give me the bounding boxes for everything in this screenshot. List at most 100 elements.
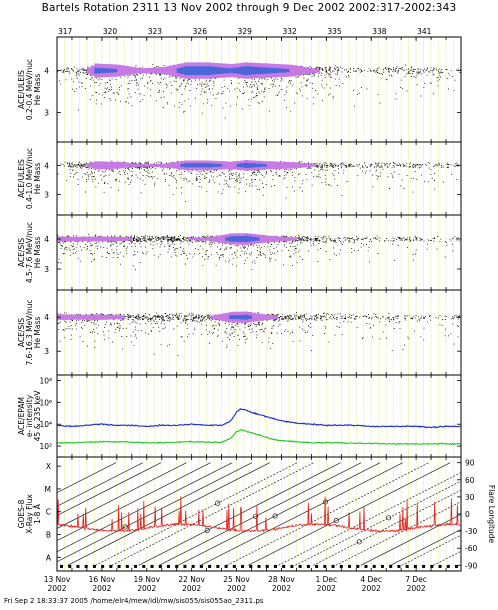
flare-baseline-marker (273, 564, 277, 568)
flare-baseline-marker (166, 564, 170, 568)
flare-longitude-line (111, 462, 314, 566)
flare-baseline-marker (59, 564, 63, 568)
flare-baseline-marker (356, 564, 360, 568)
flare-longitude-line (57, 462, 253, 563)
flare-baseline-marker (315, 564, 319, 568)
flare-baseline-marker (232, 564, 236, 568)
bartels-tick-label: 341 (417, 27, 432, 36)
density-band (57, 233, 297, 245)
flare-baseline-marker (265, 564, 269, 568)
flare-baseline-marker (109, 564, 113, 568)
flare-baseline-marker (339, 564, 343, 568)
flare-baseline-marker (413, 564, 417, 568)
flare-baseline-marker (380, 564, 384, 568)
flare-baseline-marker (405, 564, 409, 568)
right-tick-label: 90 (465, 459, 475, 468)
flare-baseline-marker (158, 564, 162, 568)
flare-baseline-marker (76, 564, 80, 568)
y-axis-label: ACE/SIS (17, 238, 26, 267)
flare-longitude-line (278, 472, 461, 566)
flare-marker (356, 539, 362, 545)
bartels-tick-label: 323 (148, 27, 163, 36)
flare-baseline-marker (249, 564, 253, 568)
right-tick-label: -60 (465, 544, 477, 553)
flare-baseline-marker (348, 564, 352, 568)
y-tick-label: 4 (44, 313, 49, 322)
y-tick-label: C (46, 508, 51, 517)
y-axis-label: 0.4-1.0 MeV/nuc (25, 148, 34, 209)
epam-series-line (57, 408, 461, 429)
y-axis-label: e- intensity (25, 394, 34, 437)
density-core (180, 162, 267, 168)
flare-baseline-marker (68, 564, 72, 568)
y-tick-label: 4 (44, 235, 49, 244)
y-axis-label: He Mass (33, 237, 42, 269)
y-axis-label: GOES-8 (17, 499, 26, 528)
right-tick-label: 30 (465, 493, 475, 502)
flare-marker (253, 513, 259, 519)
flare-marker (215, 500, 221, 506)
flare-baseline-marker (257, 564, 261, 568)
bartels-tick-label: 332 (282, 27, 297, 36)
density-core (94, 66, 290, 75)
date-tick-label: 4 Dec (360, 575, 382, 584)
flare-baseline-marker (191, 564, 195, 568)
y-tick-label: 4 (44, 161, 49, 170)
density-band (57, 311, 279, 323)
y-tick-label: B (46, 531, 51, 540)
flare-baseline-marker (84, 564, 88, 568)
flare-baseline-marker (372, 564, 376, 568)
flare-longitude-line (295, 480, 461, 566)
flare-longitude-line (159, 462, 362, 566)
flare-marker (204, 527, 210, 533)
flare-baseline-marker (331, 564, 335, 568)
flare-longitude-line (312, 489, 461, 566)
frame-layer (56, 36, 462, 572)
density-core (229, 314, 252, 320)
date-tick-label: 7 Dec (405, 575, 427, 584)
day-grid-layer (64, 37, 454, 571)
date-tick-label: 1 Dec (315, 575, 337, 584)
y-tick-label: 3 (44, 191, 49, 200)
flare-baseline-marker (216, 564, 220, 568)
flare-baseline-marker (208, 564, 212, 568)
flare-baseline-marker (298, 564, 302, 568)
flare-baseline-marker (224, 564, 228, 568)
y-tick-label: 3 (44, 265, 49, 274)
bartels-tick-label: 320 (103, 27, 118, 36)
flare-longitude-line (57, 462, 211, 542)
flare-baseline-marker (430, 564, 434, 568)
year-tick-label: 2002 (407, 584, 426, 593)
flare-baseline-marker (134, 564, 138, 568)
y-axis-label: 4.5-7.6 MeV/nuc (25, 222, 34, 283)
flare-baseline-marker (199, 564, 203, 568)
flare-longitude-line (57, 462, 143, 507)
bartels-tick-label: 326 (193, 27, 208, 36)
flare-longitude-line (95, 462, 298, 566)
page-title: Bartels Rotation 2311 13 Nov 2002 throug… (41, 2, 457, 14)
year-tick-label: 2002 (47, 584, 66, 593)
bartels-tick-label: 338 (372, 27, 387, 36)
y-axis-label: X-Ray Flux (25, 494, 34, 534)
y-axis-label: He Mass (33, 74, 42, 106)
flare-baseline-marker (241, 564, 245, 568)
flare-baseline-marker (282, 564, 286, 568)
flare-marker (272, 513, 278, 519)
year-tick-label: 2002 (317, 584, 336, 593)
flare-marker (333, 518, 339, 524)
flare-baseline-marker (323, 564, 327, 568)
label-layer: 317 320 323 326 329 332 335 338 341 4 3 4 3 4 3 4 3 10⁸ 10… (17, 27, 496, 593)
y-axis-label: 1-8 Å (33, 503, 42, 524)
date-tick-label: 28 Nov (268, 575, 295, 584)
flare-longitude-line (57, 462, 162, 516)
flare-longitude-line (390, 529, 461, 566)
flare-baseline-marker (125, 564, 129, 568)
flare-longitude-line (138, 462, 341, 566)
flare-baseline-marker (446, 564, 450, 568)
date-tick-label: 13 Nov (44, 575, 71, 584)
flare-baseline-marker (364, 564, 368, 568)
right-tick-label: 0 (465, 510, 470, 519)
year-tick-label: 2002 (362, 584, 381, 593)
flare-marker (122, 524, 128, 530)
